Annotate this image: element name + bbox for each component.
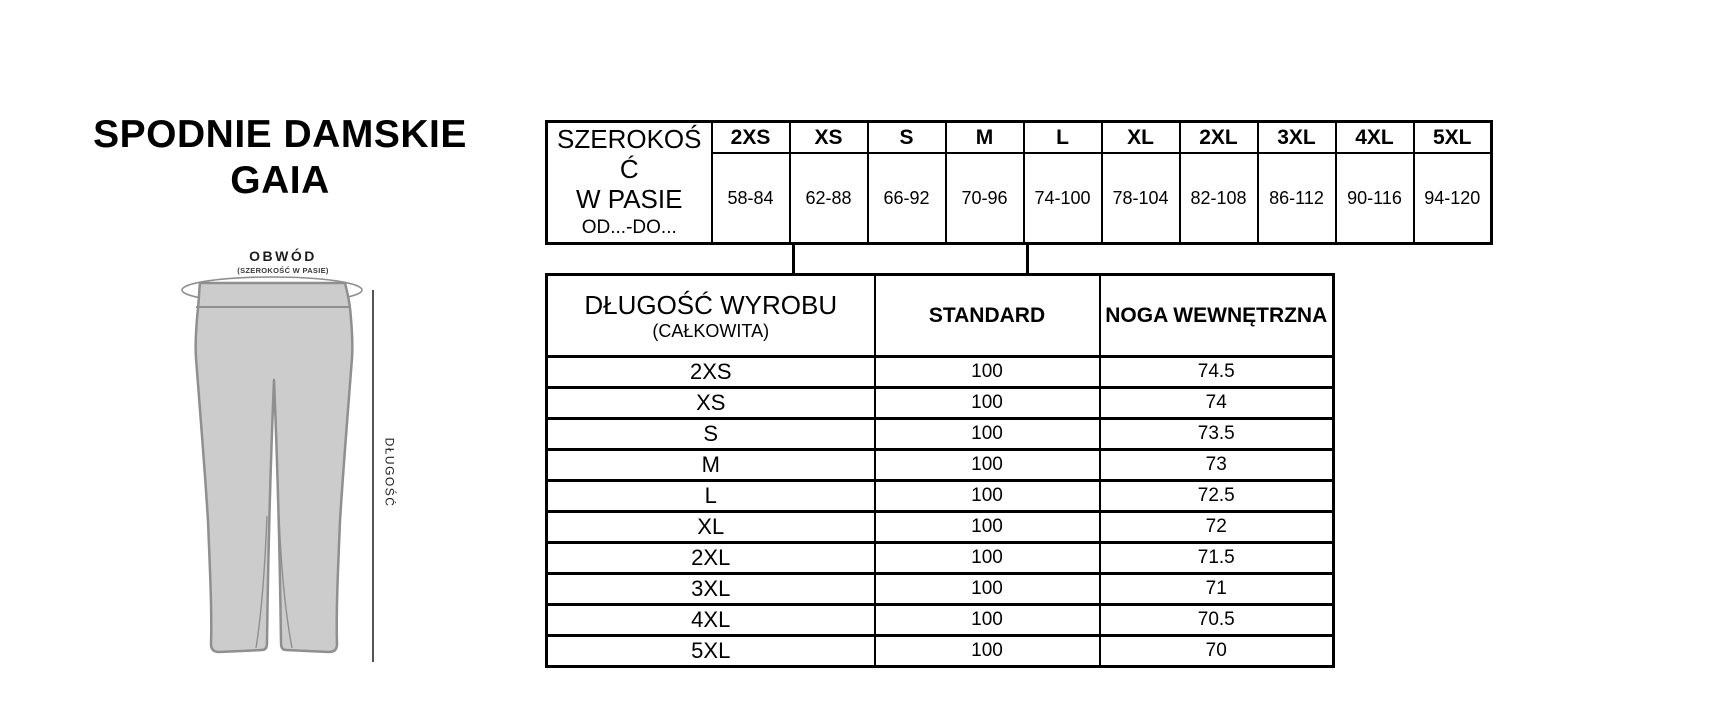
row-size-cell: 5XL — [545, 634, 876, 668]
waist-range-cell: 86-112 — [1256, 152, 1337, 245]
length-header-subtitle: (CAŁKOWITA) — [652, 320, 770, 341]
table-row: XS 100 74 — [545, 386, 1335, 420]
table-row: 3XL 100 71 — [545, 572, 1335, 606]
table-row: L 100 72.5 — [545, 479, 1335, 513]
waist-range-cell: 82-108 — [1178, 152, 1259, 245]
row-standard-cell: 100 — [873, 386, 1101, 420]
row-inner-leg-cell: 72 — [1098, 510, 1335, 544]
size-col-header: 2XS — [710, 120, 791, 154]
row-inner-leg-cell: 70 — [1098, 634, 1335, 668]
row-size-cell: S — [545, 417, 876, 451]
row-size-cell: 3XL — [545, 572, 876, 606]
left-leg-seam — [255, 515, 268, 649]
waist-measure-sublabel: (SZEROKOŚĆ W PASIE) — [237, 266, 329, 275]
waist-range-cell: 66-92 — [866, 152, 947, 245]
pants-illustration — [181, 276, 374, 662]
table-row: XL 100 72 — [545, 510, 1335, 544]
waist-header-line: Ć — [619, 154, 639, 184]
waist-width-table: SZEROKOŚ Ć W PASIE OD...-DO... 2XS XS S … — [545, 120, 1493, 245]
waist-range-cell: 74-100 — [1022, 152, 1103, 245]
size-col-header: XS — [788, 120, 869, 154]
page-title-line1: SPODNIE DAMSKIE — [93, 113, 467, 156]
waist-range-cell: 94-120 — [1412, 152, 1493, 245]
table-row: 2XS 100 74.5 — [545, 355, 1335, 389]
waist-range-cell: 70-96 — [944, 152, 1025, 245]
right-leg-seam — [278, 515, 293, 649]
table-row: 2XL 100 71.5 — [545, 541, 1335, 575]
length-table-header-cell: DŁUGOŚĆ WYROBU (CAŁKOWITA) — [545, 273, 876, 358]
page-title-line2: GAIA — [230, 159, 330, 202]
row-standard-cell: 100 — [873, 572, 1101, 606]
table-row: M 100 73 — [545, 448, 1335, 482]
inner-leg-col-header: NOGA WEWNĘTRZNA — [1098, 273, 1335, 358]
waist-header-line: W PASIE — [576, 184, 683, 214]
row-inner-leg-cell: 71 — [1098, 572, 1335, 606]
row-inner-leg-cell: 73.5 — [1098, 417, 1335, 451]
size-col-header: 2XL — [1178, 120, 1259, 154]
row-standard-cell: 100 — [873, 541, 1101, 575]
pants-shape — [181, 276, 363, 654]
table-connector-line — [1026, 245, 1029, 274]
waist-range-cell: 62-88 — [788, 152, 869, 245]
row-size-cell: 2XL — [545, 541, 876, 575]
table-row: 5XL 100 70 — [545, 634, 1335, 668]
table-connector-line — [792, 245, 795, 274]
row-standard-cell: 100 — [873, 479, 1101, 513]
table-row: S 100 73.5 — [545, 417, 1335, 451]
row-size-cell: XL — [545, 510, 876, 544]
waist-table-header-cell: SZEROKOŚ Ć W PASIE OD...-DO... — [545, 120, 713, 245]
row-standard-cell: 100 — [873, 355, 1101, 389]
size-col-header: 3XL — [1256, 120, 1337, 154]
waist-measure-label: OBWÓD — [249, 248, 317, 264]
length-header-title: DŁUGOŚĆ WYROBU — [584, 289, 838, 320]
row-size-cell: M — [545, 448, 876, 482]
table-row: 4XL 100 70.5 — [545, 603, 1335, 637]
row-inner-leg-cell: 74.5 — [1098, 355, 1335, 389]
page-title: SPODNIE DAMSKIE GAIA — [45, 112, 515, 204]
waist-header-line: SZEROKOŚ — [557, 124, 702, 154]
row-standard-cell: 100 — [873, 603, 1101, 637]
waist-header-line: OD...-DO... — [581, 217, 677, 238]
size-col-header: 5XL — [1412, 120, 1493, 154]
size-col-header: S — [866, 120, 947, 154]
row-size-cell: 4XL — [545, 603, 876, 637]
row-standard-cell: 100 — [873, 448, 1101, 482]
pants-body — [194, 281, 354, 654]
size-col-header: XL — [1100, 120, 1181, 154]
row-size-cell: 2XS — [545, 355, 876, 389]
row-inner-leg-cell: 70.5 — [1098, 603, 1335, 637]
row-inner-leg-cell: 74 — [1098, 386, 1335, 420]
row-inner-leg-cell: 71.5 — [1098, 541, 1335, 575]
size-col-header: L — [1022, 120, 1103, 154]
row-size-cell: L — [545, 479, 876, 513]
row-size-cell: XS — [545, 386, 876, 420]
size-col-header: M — [944, 120, 1025, 154]
row-inner-leg-cell: 72.5 — [1098, 479, 1335, 513]
row-standard-cell: 100 — [873, 634, 1101, 668]
waist-range-cell: 90-116 — [1334, 152, 1415, 245]
length-table: DŁUGOŚĆ WYROBU (CAŁKOWITA) STANDARD NOGA… — [545, 273, 1335, 668]
size-col-header: 4XL — [1334, 120, 1415, 154]
row-inner-leg-cell: 73 — [1098, 448, 1335, 482]
waist-range-cell: 58-84 — [710, 152, 791, 245]
waist-range-cell: 78-104 — [1100, 152, 1181, 245]
standard-col-header: STANDARD — [873, 273, 1101, 358]
row-standard-cell: 100 — [873, 510, 1101, 544]
row-standard-cell: 100 — [873, 417, 1101, 451]
